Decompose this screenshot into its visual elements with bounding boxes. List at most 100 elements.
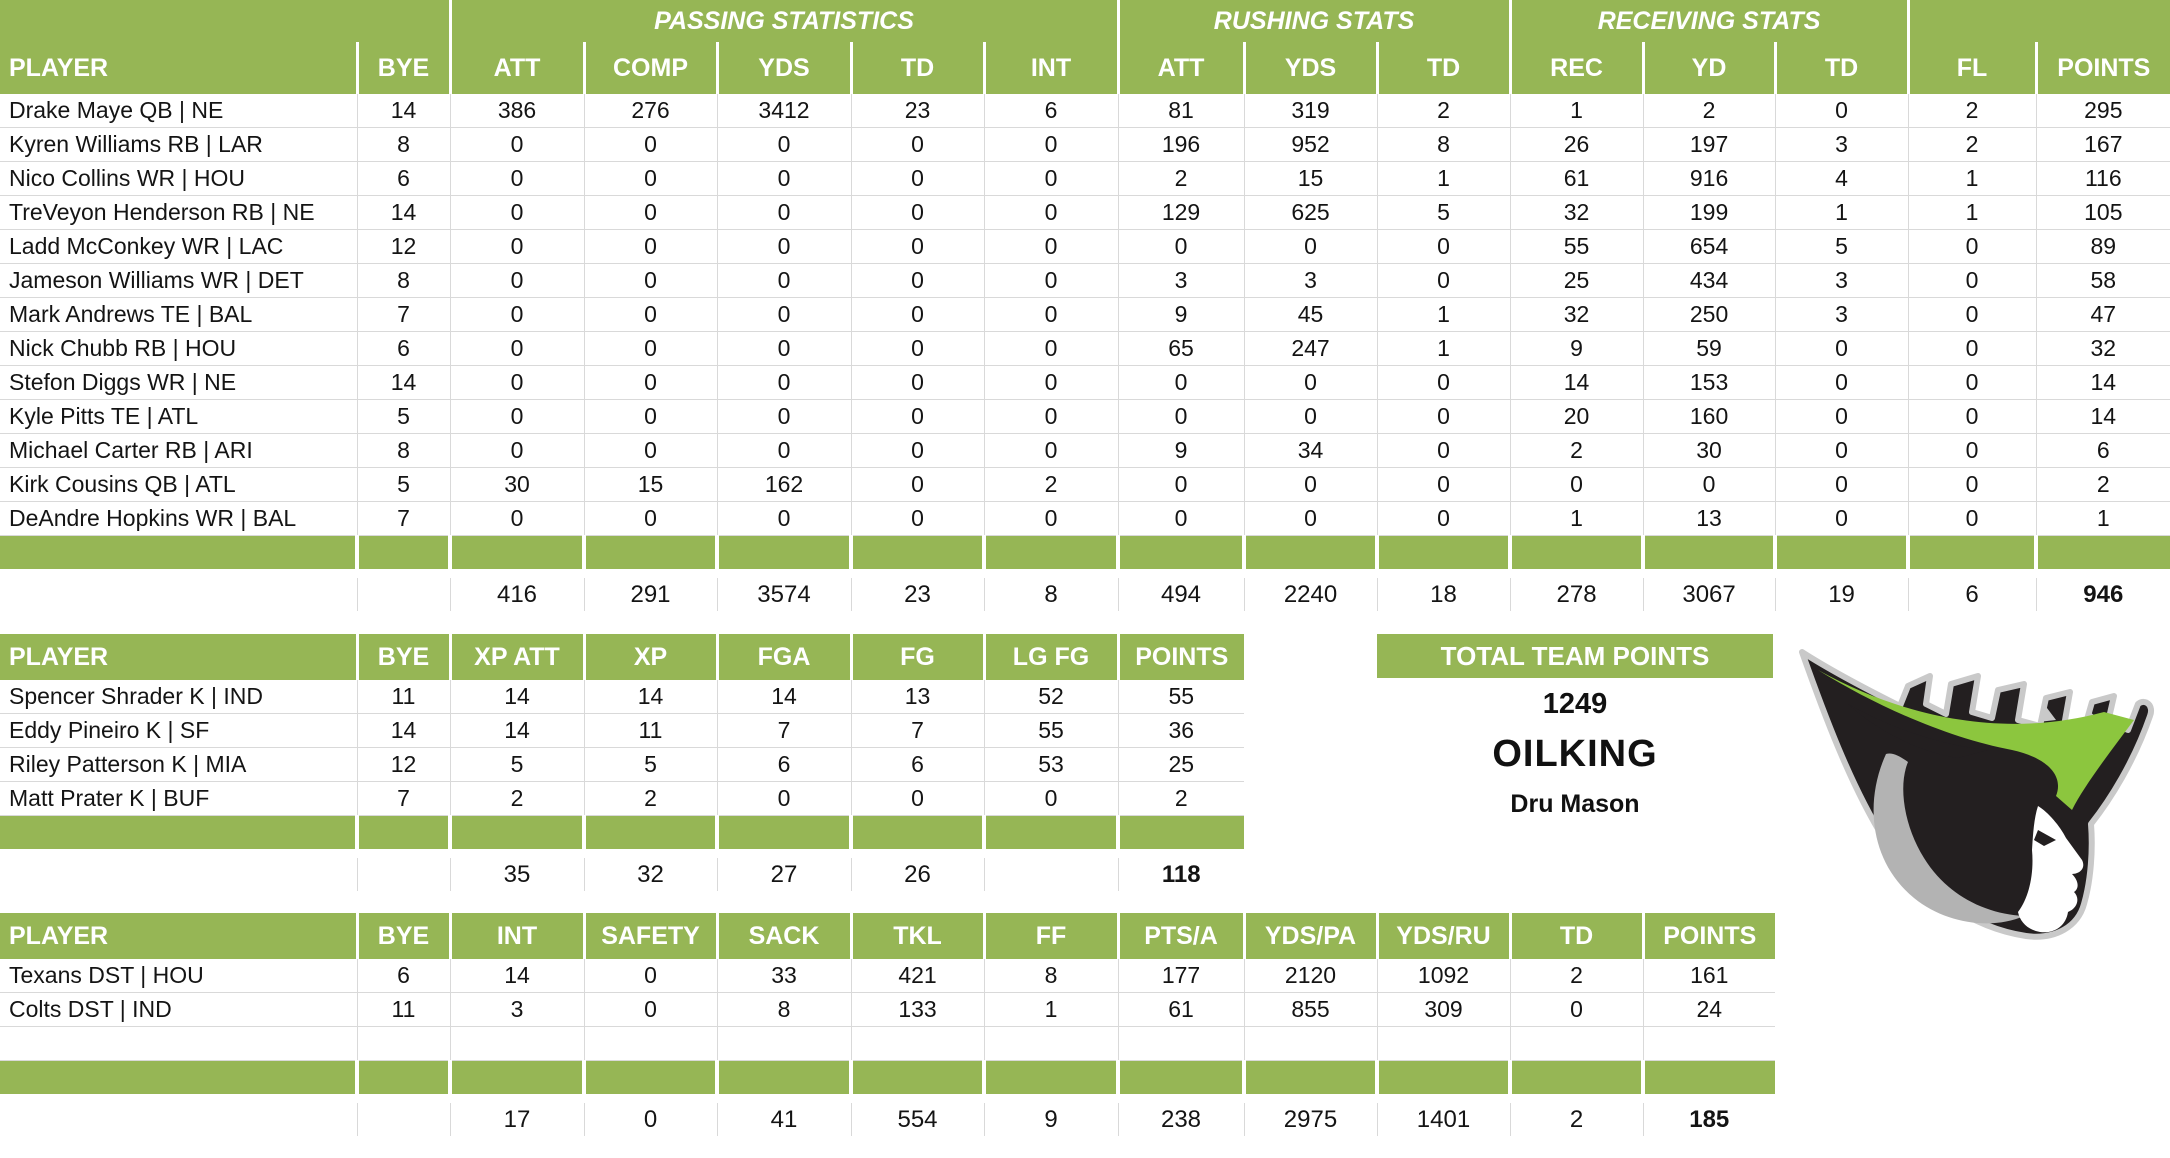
player-cell[interactable]: Texans DST | HOU bbox=[0, 959, 357, 993]
stat-cell[interactable]: 4 bbox=[1774, 161, 1909, 196]
spacer-cell[interactable] bbox=[981, 535, 1119, 569]
stat-cell[interactable]: 0 bbox=[583, 127, 717, 162]
spacer-cell[interactable] bbox=[1508, 1060, 1643, 1094]
stat-cell[interactable]: 0 bbox=[850, 297, 984, 332]
stat-cell[interactable]: 0 bbox=[850, 399, 984, 434]
stat-cell[interactable] bbox=[850, 1026, 984, 1061]
column-header-cell[interactable]: INT bbox=[448, 913, 584, 959]
stat-cell[interactable]: 8 bbox=[1376, 127, 1511, 162]
stat-cell[interactable]: 5 bbox=[356, 467, 450, 502]
column-header-cell[interactable]: YDS bbox=[1242, 42, 1378, 94]
stat-cell[interactable]: 13 bbox=[1642, 501, 1776, 536]
stat-cell[interactable]: 3 bbox=[1243, 263, 1378, 298]
column-header-cell[interactable]: TKL bbox=[849, 913, 984, 959]
stat-cell[interactable]: 14 bbox=[449, 713, 584, 748]
stat-cell[interactable]: 0 bbox=[1376, 229, 1511, 264]
total-team-points-header[interactable]: TOTAL TEAM POINTS bbox=[1377, 634, 1773, 678]
stat-cell[interactable]: 1 bbox=[1907, 161, 2037, 196]
stat-cell[interactable]: 0 bbox=[583, 501, 717, 536]
stat-cell[interactable]: 3 bbox=[1117, 263, 1245, 298]
stat-cell[interactable]: 0 bbox=[449, 501, 584, 536]
stat-cell[interactable]: 34 bbox=[1243, 433, 1378, 468]
total-cell[interactable]: 41 bbox=[716, 1103, 851, 1136]
stat-cell[interactable]: 309 bbox=[1376, 992, 1510, 1027]
stat-cell[interactable]: 1 bbox=[983, 992, 1118, 1027]
stat-cell[interactable]: 0 bbox=[850, 781, 984, 816]
stat-cell[interactable]: 14 bbox=[356, 195, 450, 230]
stat-cell[interactable]: 0 bbox=[1907, 433, 2037, 468]
player-cell[interactable]: Kyle Pitts TE | ATL bbox=[0, 399, 357, 434]
stat-cell[interactable]: 1 bbox=[1907, 195, 2037, 230]
column-header-cell[interactable]: LG FG bbox=[982, 634, 1118, 680]
stat-cell[interactable]: 421 bbox=[850, 959, 984, 993]
stat-cell[interactable]: 7 bbox=[356, 501, 450, 536]
stat-cell[interactable]: 0 bbox=[449, 433, 584, 468]
stat-cell[interactable]: 0 bbox=[983, 297, 1119, 332]
total-cell[interactable]: 946 bbox=[2035, 578, 2170, 611]
stat-cell[interactable]: 5 bbox=[449, 747, 584, 782]
total-cell[interactable]: 0 bbox=[583, 1103, 717, 1136]
total-cell[interactable] bbox=[356, 858, 450, 891]
stat-cell[interactable]: 0 bbox=[716, 331, 851, 366]
total-cell[interactable]: 35 bbox=[449, 858, 584, 891]
stat-cell[interactable]: 15 bbox=[583, 467, 717, 502]
stat-cell[interactable]: 14 bbox=[356, 713, 450, 748]
stat-cell[interactable]: 0 bbox=[1907, 331, 2037, 366]
column-header-cell[interactable]: POINTS bbox=[1116, 634, 1244, 680]
team-name[interactable]: OILKING bbox=[1492, 733, 1658, 775]
stat-cell[interactable]: 8 bbox=[356, 127, 450, 162]
stat-cell[interactable]: 0 bbox=[1642, 467, 1776, 502]
stat-cell[interactable]: 0 bbox=[983, 161, 1119, 196]
stat-cell[interactable]: 6 bbox=[716, 747, 851, 782]
stat-cell[interactable]: 625 bbox=[1243, 195, 1378, 230]
total-cell[interactable] bbox=[356, 1103, 450, 1136]
stat-cell[interactable] bbox=[1642, 1026, 1775, 1061]
stat-cell[interactable]: 5 bbox=[1774, 229, 1909, 264]
total-cell[interactable]: 19 bbox=[1774, 578, 1909, 611]
stat-cell[interactable]: 0 bbox=[583, 195, 717, 230]
stat-cell[interactable]: 14 bbox=[356, 94, 450, 128]
player-cell[interactable]: TreVeyon Henderson RB | NE bbox=[0, 195, 357, 230]
stat-cell[interactable]: 116 bbox=[2035, 161, 2170, 196]
spacer-cell[interactable] bbox=[448, 535, 584, 569]
stat-cell[interactable]: 0 bbox=[850, 127, 984, 162]
total-cell[interactable] bbox=[0, 578, 357, 611]
column-header-cell[interactable]: SACK bbox=[715, 913, 851, 959]
stat-cell[interactable]: 26 bbox=[1509, 127, 1644, 162]
stat-cell[interactable]: 0 bbox=[716, 263, 851, 298]
stat-cell[interactable]: 0 bbox=[716, 297, 851, 332]
stat-cell[interactable]: 2 bbox=[1509, 959, 1643, 993]
stat-cell[interactable]: 9 bbox=[1117, 433, 1245, 468]
stat-cell[interactable]: 0 bbox=[1117, 467, 1245, 502]
stat-cell[interactable]: 14 bbox=[1509, 365, 1644, 400]
spacer-cell[interactable] bbox=[355, 1060, 450, 1094]
spacer-cell[interactable] bbox=[849, 535, 984, 569]
total-cell[interactable] bbox=[983, 858, 1118, 891]
stat-cell[interactable]: 14 bbox=[716, 680, 851, 714]
spacer-cell[interactable] bbox=[1116, 535, 1245, 569]
stat-cell[interactable]: 14 bbox=[449, 959, 584, 993]
stat-cell[interactable]: 3412 bbox=[716, 94, 851, 128]
stat-cell[interactable]: 0 bbox=[716, 229, 851, 264]
player-cell[interactable]: DeAndre Hopkins WR | BAL bbox=[0, 501, 357, 536]
stat-cell[interactable]: 0 bbox=[850, 263, 984, 298]
total-cell[interactable]: 3574 bbox=[716, 578, 851, 611]
stat-cell[interactable]: 0 bbox=[1509, 467, 1644, 502]
total-cell[interactable]: 291 bbox=[583, 578, 717, 611]
stat-cell[interactable]: 0 bbox=[449, 127, 584, 162]
stat-cell[interactable]: 3 bbox=[1774, 127, 1909, 162]
stat-cell[interactable]: 0 bbox=[983, 365, 1119, 400]
stat-cell[interactable]: 0 bbox=[449, 263, 584, 298]
spacer-cell[interactable] bbox=[2034, 535, 2170, 569]
column-header-cell[interactable]: ATT bbox=[1116, 42, 1245, 94]
player-cell[interactable]: Matt Prater K | BUF bbox=[0, 781, 357, 816]
stat-cell[interactable]: 0 bbox=[983, 399, 1119, 434]
stat-cell[interactable]: 250 bbox=[1642, 297, 1776, 332]
stat-cell[interactable]: 1 bbox=[1509, 94, 1644, 128]
stat-cell[interactable]: 0 bbox=[1376, 433, 1511, 468]
stat-cell[interactable] bbox=[583, 1026, 717, 1061]
stat-cell[interactable]: 6 bbox=[356, 959, 450, 993]
spacer-cell[interactable] bbox=[0, 535, 357, 569]
stat-cell[interactable]: 0 bbox=[850, 195, 984, 230]
stat-cell[interactable]: 36 bbox=[1117, 713, 1244, 748]
